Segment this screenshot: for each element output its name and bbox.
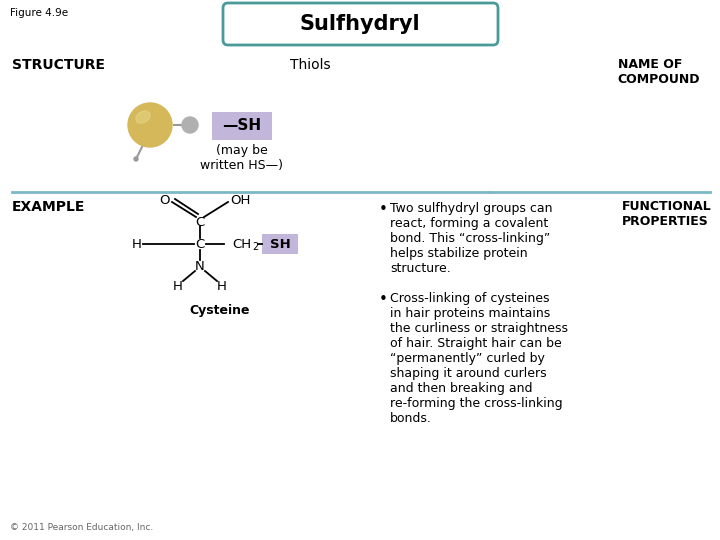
Text: SH: SH bbox=[269, 238, 290, 251]
FancyBboxPatch shape bbox=[212, 112, 272, 140]
Text: 2: 2 bbox=[252, 242, 258, 252]
Text: NAME OF
COMPOUND: NAME OF COMPOUND bbox=[618, 58, 700, 86]
Text: Cross-linking of cysteines
in hair proteins maintains
the curliness or straightn: Cross-linking of cysteines in hair prote… bbox=[390, 292, 568, 425]
Text: © 2011 Pearson Education, Inc.: © 2011 Pearson Education, Inc. bbox=[10, 523, 153, 532]
Text: EXAMPLE: EXAMPLE bbox=[12, 200, 86, 214]
Text: Sulfhydryl: Sulfhydryl bbox=[300, 14, 420, 34]
Text: C: C bbox=[195, 215, 204, 228]
Text: (may be
written HS—): (may be written HS—) bbox=[200, 144, 284, 172]
Text: Figure 4.9e: Figure 4.9e bbox=[10, 8, 68, 18]
Text: —SH: —SH bbox=[222, 118, 261, 133]
Text: H: H bbox=[132, 238, 142, 251]
Text: H: H bbox=[173, 280, 183, 293]
Text: O: O bbox=[160, 193, 170, 206]
Text: Cysteine: Cysteine bbox=[190, 304, 251, 317]
Text: OH: OH bbox=[230, 193, 251, 206]
FancyBboxPatch shape bbox=[223, 3, 498, 45]
Text: FUNCTIONAL
PROPERTIES: FUNCTIONAL PROPERTIES bbox=[622, 200, 712, 228]
Text: •: • bbox=[379, 202, 388, 217]
Ellipse shape bbox=[136, 111, 150, 123]
FancyBboxPatch shape bbox=[262, 234, 298, 254]
Text: Two sulfhydryl groups can
react, forming a covalent
bond. This “cross-linking”
h: Two sulfhydryl groups can react, forming… bbox=[390, 202, 552, 275]
Text: Thiols: Thiols bbox=[289, 58, 330, 72]
Circle shape bbox=[134, 157, 138, 161]
Text: H: H bbox=[217, 280, 227, 293]
Text: N: N bbox=[195, 260, 205, 273]
Circle shape bbox=[128, 103, 172, 147]
Text: CH: CH bbox=[232, 238, 251, 251]
Text: C: C bbox=[195, 238, 204, 251]
Circle shape bbox=[182, 117, 198, 133]
Text: •: • bbox=[379, 292, 388, 307]
Text: STRUCTURE: STRUCTURE bbox=[12, 58, 105, 72]
